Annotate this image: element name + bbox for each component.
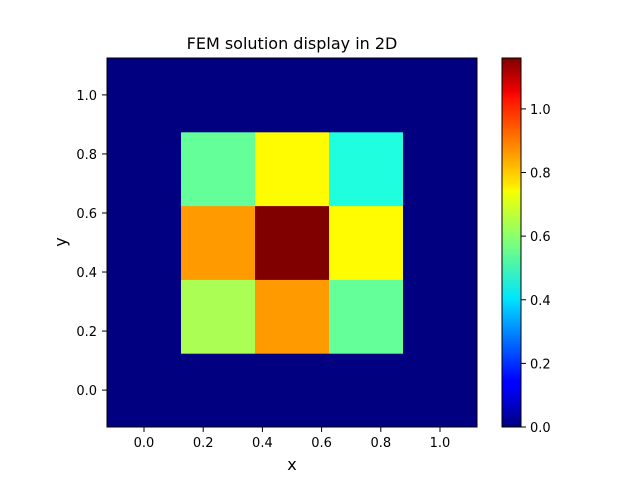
colorbar-tick-label: 0.2 [530, 357, 551, 372]
y-tick-label: 0.2 [76, 325, 97, 340]
heatmap-cell [403, 58, 478, 133]
heatmap-cell [329, 131, 404, 207]
heatmap-cell [255, 205, 330, 280]
heatmap-cell [107, 279, 182, 354]
colorbar-tick-label: 1.0 [530, 103, 551, 118]
y-tick-label: 1.0 [76, 89, 97, 104]
chart-title: FEM solution display in 2D [187, 34, 398, 53]
heatmap-cell [329, 205, 404, 280]
colorbar-ticks: 0.0 0.2 0.4 0.6 0.8 1.0 [521, 103, 551, 436]
heatmap-cell [403, 353, 478, 428]
heatmap-cell [181, 131, 256, 207]
heatmap-cell [181, 353, 256, 428]
x-tick-label: 0.2 [193, 436, 214, 451]
heatmap-cell [107, 58, 182, 133]
colorbar-tick-label: 0.8 [530, 167, 551, 182]
heatmap-cell [329, 58, 404, 133]
colorbar-tick-label: 0.0 [530, 421, 551, 436]
x-tick-label: 0.6 [311, 436, 332, 451]
heatmap-cell [403, 279, 478, 354]
heatmap-cell [403, 205, 478, 280]
y-tick-label: 0.6 [76, 207, 97, 222]
heatmap-cell [107, 205, 182, 280]
heatmap-cell [255, 131, 330, 207]
colorbar-tick-label: 0.4 [530, 294, 551, 309]
heatmap-cell [181, 279, 256, 354]
heatmap-cell [255, 279, 330, 354]
heatmap-cell [329, 353, 404, 428]
x-tick-label: 0.4 [252, 436, 273, 451]
heatmap-cell [329, 279, 404, 354]
y-axis-label: y [51, 237, 70, 246]
heatmap-cell [255, 58, 330, 133]
y-tick-label: 0.0 [76, 384, 97, 399]
heatmap-cell [255, 353, 330, 428]
y-tick-label: 0.4 [76, 266, 97, 281]
heatmap-cell [181, 205, 256, 280]
heatmap-cell [107, 131, 182, 207]
x-tick-label: 0.0 [134, 436, 155, 451]
y-tick-label: 0.8 [76, 148, 97, 163]
x-axis-ticks: 0.0 0.2 0.4 0.6 0.8 1.0 [134, 427, 451, 451]
x-tick-label: 0.8 [370, 436, 391, 451]
heatmap-cell [181, 58, 256, 133]
colorbar [501, 57, 522, 428]
x-tick-label: 1.0 [430, 436, 451, 451]
y-axis-ticks: 0.0 0.2 0.4 0.6 0.8 1.0 [76, 89, 107, 399]
heatmap-cell [403, 131, 478, 207]
plot-frame [106, 57, 478, 428]
x-axis-label: x [287, 455, 296, 474]
heatmap-cell [107, 353, 182, 428]
heatmap-cells [107, 58, 478, 428]
colorbar-tick-label: 0.6 [530, 230, 551, 245]
